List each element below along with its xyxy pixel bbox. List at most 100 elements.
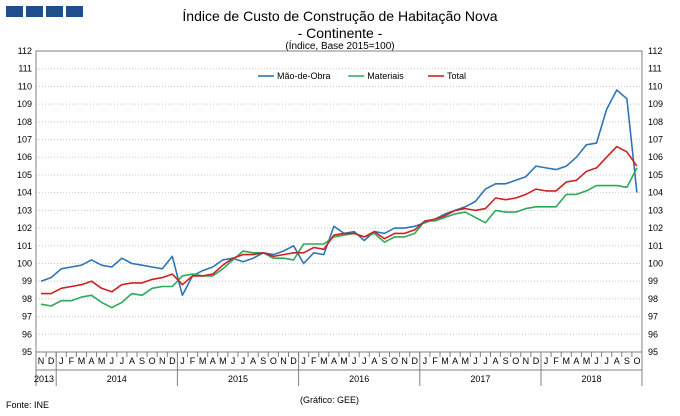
x-tick-label: M [98, 356, 106, 366]
y-tick-label-right: 99 [648, 276, 658, 286]
x-tick-label: A [614, 356, 620, 366]
y-tick-label-left: 111 [18, 64, 32, 74]
logo-block [26, 6, 43, 17]
y-tick-label-left: 112 [18, 46, 32, 56]
y-tick-label-right: 98 [648, 294, 658, 304]
x-tick-label: F [432, 356, 438, 366]
y-tick-label-right: 95 [648, 347, 658, 357]
x-tick-label: A [331, 356, 337, 366]
y-tick-label-right: 107 [648, 135, 663, 145]
year-label: 2016 [349, 374, 369, 384]
y-tick-label-left: 110 [18, 81, 32, 91]
x-tick-label: O [149, 356, 156, 366]
legend-label: Mão-de-Obra [277, 71, 331, 81]
x-tick-label: M [441, 356, 449, 366]
x-tick-label: J [59, 356, 64, 366]
chart-credit: (Gráfico: GEE) [300, 395, 360, 405]
y-tick-label-left: 102 [17, 223, 32, 233]
x-tick-label: M [340, 356, 348, 366]
x-tick-label: F [69, 356, 75, 366]
x-tick-label: J [423, 356, 428, 366]
y-tick-label-right: 110 [648, 81, 662, 91]
y-tick-label-left: 104 [17, 188, 32, 198]
x-tick-label: J [604, 356, 609, 366]
y-tick-label-left: 98 [22, 294, 32, 304]
y-tick-label-left: 106 [17, 152, 32, 162]
source-note: Fonte: INE [6, 400, 50, 410]
y-tick-label-left: 105 [17, 170, 32, 180]
y-tick-label-left: 100 [17, 258, 32, 268]
x-tick-label: A [573, 356, 579, 366]
y-tick-label-right: 104 [648, 188, 663, 198]
x-tick-label: A [493, 356, 499, 366]
x-tick-label: J [180, 356, 185, 366]
x-tick-label: J [594, 356, 599, 366]
year-label: 2017 [470, 374, 490, 384]
x-tick-label: J [362, 356, 367, 366]
x-tick-label: N [523, 356, 530, 366]
x-tick-label: M [219, 356, 227, 366]
x-tick-label: N [401, 356, 408, 366]
y-tick-label-right: 101 [648, 241, 663, 251]
y-tick-label-right: 97 [648, 312, 658, 322]
x-tick-label: N [159, 356, 166, 366]
x-tick-label: O [391, 356, 398, 366]
legend-label: Total [447, 71, 466, 81]
x-tick-label: S [503, 356, 509, 366]
x-tick-label: F [190, 356, 196, 366]
chart-unit: (Índice, Base 2015=100) [285, 41, 395, 52]
x-tick-label: S [381, 356, 387, 366]
year-label: 2013 [34, 374, 54, 384]
series-line-m-o-de-obra [40, 89, 638, 297]
y-tick-label-left: 103 [17, 205, 32, 215]
y-tick-label-right: 100 [648, 258, 663, 268]
y-tick-label-right: 106 [648, 152, 663, 162]
x-tick-label: A [250, 356, 256, 366]
x-tick-label: F [311, 356, 317, 366]
x-tick-label: N [38, 356, 45, 366]
y-tick-label-right: 103 [648, 205, 663, 215]
logo-block [46, 6, 63, 17]
y-tick-label-right: 105 [648, 170, 663, 180]
y-tick-label-right: 108 [648, 117, 663, 127]
y-tick-label-left: 101 [17, 241, 32, 251]
gee-logo [6, 6, 83, 17]
y-tick-label-left: 107 [17, 135, 32, 145]
year-label: 2018 [581, 374, 601, 384]
x-tick-label: N [280, 356, 287, 366]
x-tick-label: O [270, 356, 277, 366]
y-tick-label-left: 96 [22, 329, 32, 339]
series-line-total [41, 145, 638, 295]
x-tick-label: A [210, 356, 216, 366]
x-tick-label: O [512, 356, 519, 366]
x-tick-label: D [290, 356, 297, 366]
x-tick-label: S [139, 356, 145, 366]
x-tick-label: M [563, 356, 571, 366]
chart-subtitle: - Continente - [297, 25, 383, 41]
logo-block [6, 6, 23, 17]
x-tick-label: A [452, 356, 458, 366]
y-tick-label-left: 108 [17, 117, 32, 127]
x-tick-label: J [301, 356, 306, 366]
x-tick-label: J [110, 356, 115, 366]
y-tick-label-left: 99 [22, 276, 32, 286]
x-tick-label: A [89, 356, 95, 366]
year-label: 2015 [228, 374, 248, 384]
legend-label: Materiais [367, 71, 404, 81]
x-tick-label: J [483, 356, 488, 366]
x-tick-label: D [169, 356, 176, 366]
x-tick-label: M [462, 356, 470, 366]
chart-title: Índice de Custo de Construção de Habitaç… [182, 8, 498, 24]
x-tick-label: J [352, 356, 357, 366]
x-tick-label: J [473, 356, 478, 366]
y-tick-label-right: 102 [648, 223, 663, 233]
x-tick-label: S [260, 356, 266, 366]
x-tick-label: D [48, 356, 55, 366]
x-tick-label: J [120, 356, 125, 366]
series-line-materiais [40, 167, 638, 309]
x-tick-label: S [624, 356, 630, 366]
y-tick-label-right: 109 [648, 99, 663, 109]
x-tick-label: D [412, 356, 419, 366]
y-tick-label-left: 95 [22, 347, 32, 357]
y-tick-label-left: 97 [22, 312, 32, 322]
